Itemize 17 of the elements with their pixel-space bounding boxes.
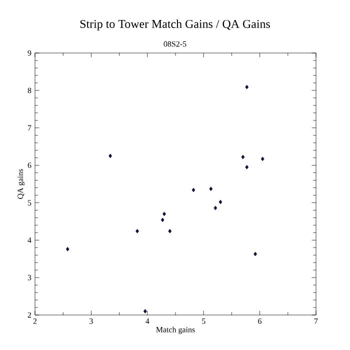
point	[218, 200, 222, 204]
point	[168, 228, 172, 234]
point	[160, 218, 164, 222]
point	[192, 188, 196, 192]
point	[245, 84, 249, 90]
point	[143, 309, 147, 314]
point	[254, 252, 257, 256]
chart-title: Strip to Tower Match Gains / QA Gains	[80, 20, 270, 30]
point	[108, 154, 112, 158]
point	[245, 164, 249, 170]
point	[214, 206, 218, 210]
point	[66, 246, 70, 252]
point	[136, 228, 139, 234]
point	[241, 154, 245, 160]
point	[260, 156, 264, 162]
point	[162, 212, 166, 216]
point	[209, 186, 213, 192]
